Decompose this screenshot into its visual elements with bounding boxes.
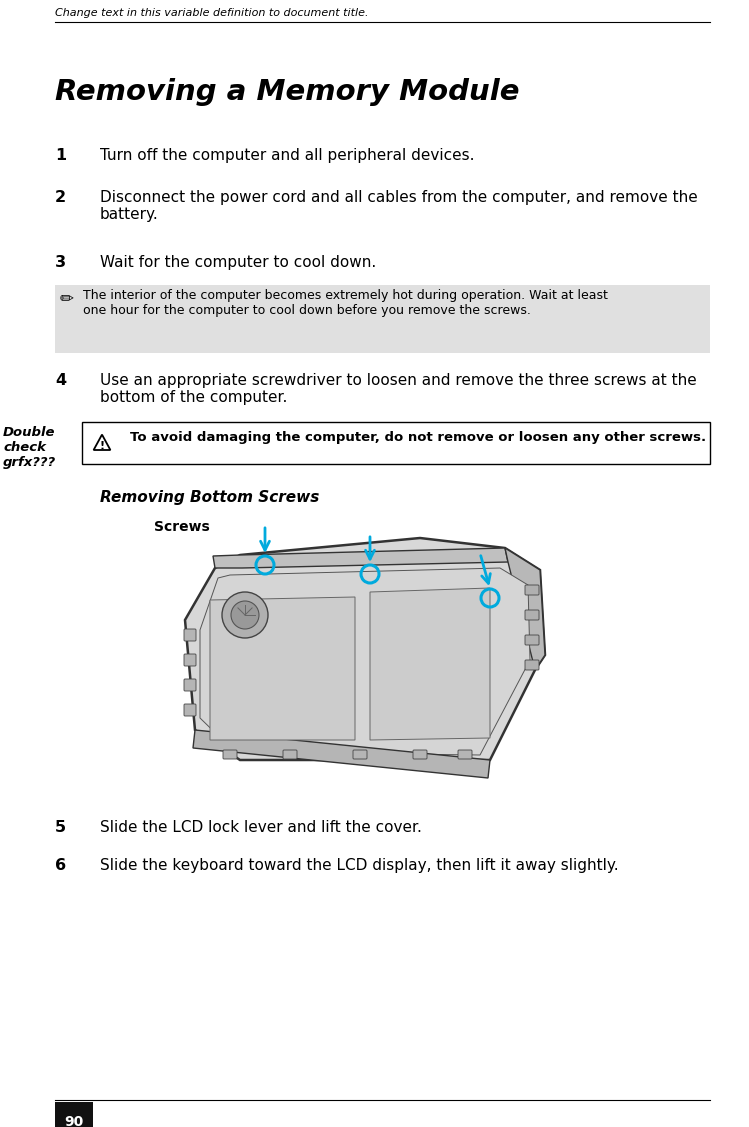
FancyBboxPatch shape	[223, 749, 237, 758]
Text: Wait for the computer to cool down.: Wait for the computer to cool down.	[100, 255, 376, 270]
Polygon shape	[200, 568, 530, 755]
FancyBboxPatch shape	[283, 749, 297, 758]
FancyBboxPatch shape	[353, 749, 367, 758]
Text: 2: 2	[55, 190, 66, 205]
Circle shape	[222, 592, 268, 638]
Polygon shape	[193, 730, 490, 778]
Text: Slide the keyboard toward the LCD display, then lift it away slightly.: Slide the keyboard toward the LCD displa…	[100, 858, 619, 873]
FancyBboxPatch shape	[55, 1102, 93, 1127]
FancyBboxPatch shape	[413, 749, 427, 758]
Text: 6: 6	[55, 858, 66, 873]
Text: !: !	[100, 441, 105, 451]
Polygon shape	[370, 588, 490, 740]
Text: Turn off the computer and all peripheral devices.: Turn off the computer and all peripheral…	[100, 148, 475, 163]
Polygon shape	[505, 548, 545, 669]
FancyBboxPatch shape	[184, 629, 196, 641]
FancyBboxPatch shape	[184, 704, 196, 716]
FancyBboxPatch shape	[55, 285, 710, 353]
Text: To avoid damaging the computer, do not remove or loosen any other screws.: To avoid damaging the computer, do not r…	[130, 432, 706, 444]
Text: Removing Bottom Screws: Removing Bottom Screws	[100, 490, 319, 505]
Text: 4: 4	[55, 373, 66, 388]
Text: Slide the LCD lock lever and lift the cover.: Slide the LCD lock lever and lift the co…	[100, 820, 422, 835]
Text: Screws: Screws	[154, 520, 210, 534]
Text: 3: 3	[55, 255, 66, 270]
Text: The interior of the computer becomes extremely hot during operation. Wait at lea: The interior of the computer becomes ext…	[83, 289, 608, 317]
FancyBboxPatch shape	[458, 749, 472, 758]
FancyBboxPatch shape	[525, 585, 539, 595]
Text: Double
check
grfx???: Double check grfx???	[3, 426, 56, 469]
Circle shape	[231, 601, 259, 629]
Text: Removing a Memory Module: Removing a Memory Module	[55, 78, 520, 106]
FancyBboxPatch shape	[525, 610, 539, 620]
Polygon shape	[210, 597, 355, 740]
FancyBboxPatch shape	[184, 678, 196, 691]
FancyBboxPatch shape	[82, 421, 710, 464]
Text: Change text in this variable definition to document title.: Change text in this variable definition …	[55, 8, 369, 18]
Text: Disconnect the power cord and all cables from the computer, and remove the
batte: Disconnect the power cord and all cables…	[100, 190, 698, 222]
FancyBboxPatch shape	[525, 660, 539, 669]
FancyBboxPatch shape	[525, 635, 539, 645]
Text: Use an appropriate screwdriver to loosen and remove the three screws at the
bott: Use an appropriate screwdriver to loosen…	[100, 373, 697, 406]
Text: 1: 1	[55, 148, 66, 163]
Polygon shape	[213, 548, 508, 568]
Polygon shape	[185, 538, 545, 760]
Text: 90: 90	[64, 1115, 84, 1127]
FancyBboxPatch shape	[184, 654, 196, 666]
Text: 5: 5	[55, 820, 66, 835]
Text: ✏: ✏	[60, 289, 74, 307]
